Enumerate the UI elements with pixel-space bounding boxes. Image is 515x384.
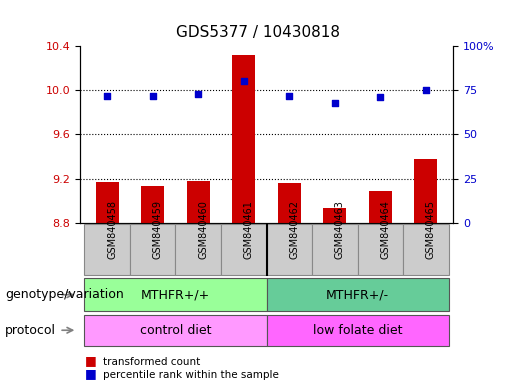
Bar [415,159,437,223]
FancyBboxPatch shape [267,278,449,311]
Text: GSM840458: GSM840458 [107,200,117,259]
Point [148,93,157,99]
Text: control diet: control diet [140,324,211,337]
Text: low folate diet: low folate diet [313,324,402,337]
Bar [278,183,301,223]
FancyBboxPatch shape [84,224,130,275]
Text: GSM840459: GSM840459 [152,200,163,259]
Point [331,99,339,106]
FancyBboxPatch shape [267,224,312,275]
FancyBboxPatch shape [221,224,267,275]
Point [103,93,111,99]
FancyBboxPatch shape [357,224,403,275]
Bar [141,186,164,223]
FancyBboxPatch shape [267,315,449,346]
FancyBboxPatch shape [84,278,267,311]
Point [285,93,294,99]
Text: ■: ■ [85,367,97,380]
Bar [323,209,346,223]
FancyBboxPatch shape [176,224,221,275]
Text: MTHFR+/-: MTHFR+/- [326,288,389,301]
Text: GSM840464: GSM840464 [381,200,390,258]
Text: percentile rank within the sample: percentile rank within the sample [103,370,279,380]
Text: ■: ■ [85,354,97,367]
Point [422,87,430,93]
Text: protocol: protocol [5,324,56,337]
FancyBboxPatch shape [130,224,176,275]
Text: genotype/variation: genotype/variation [5,288,124,301]
Text: transformed count: transformed count [103,357,200,367]
Point [194,91,202,97]
Bar [232,55,255,223]
Point [239,78,248,84]
Bar [369,191,392,223]
Text: GSM840465: GSM840465 [426,200,436,259]
Text: GSM840461: GSM840461 [244,200,254,258]
Point [376,94,385,100]
Bar [96,182,118,223]
FancyBboxPatch shape [312,224,357,275]
FancyBboxPatch shape [84,315,267,346]
Text: MTHFR+/+: MTHFR+/+ [141,288,210,301]
FancyBboxPatch shape [403,224,449,275]
Bar [187,181,210,223]
Text: GSM840462: GSM840462 [289,200,299,259]
Text: GDS5377 / 10430818: GDS5377 / 10430818 [176,25,339,40]
Text: GSM840460: GSM840460 [198,200,208,258]
Text: GSM840463: GSM840463 [335,200,345,258]
